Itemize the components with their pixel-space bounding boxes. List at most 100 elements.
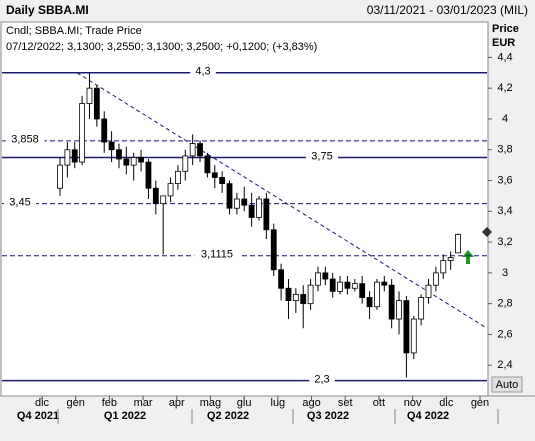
- candle-body: [366, 297, 373, 308]
- level-label: 3,1115: [201, 249, 233, 261]
- axis-unit: EUR: [492, 37, 515, 49]
- candle-body: [189, 143, 196, 157]
- level-label-bg: [309, 373, 335, 387]
- candle-body: [455, 233, 461, 254]
- candle-body: [64, 149, 71, 166]
- candle-body: [285, 287, 292, 301]
- candle-body: [204, 155, 211, 174]
- candle-body: [233, 198, 240, 209]
- y-tick-label: 2,8: [497, 298, 512, 310]
- x-tick-label: set: [338, 397, 353, 409]
- level-label-bg: [4, 196, 36, 210]
- candle-body: [292, 294, 299, 301]
- y-tick-label: 2,4: [497, 359, 512, 371]
- y-tick-label: 4,4: [497, 51, 512, 63]
- candle-body: [374, 281, 380, 308]
- y-tick-label: 4,2: [497, 82, 512, 94]
- quarter-label: Q2 2022: [207, 410, 249, 422]
- candle-body: [381, 281, 388, 286]
- y-tick-label: 3,4: [497, 205, 512, 217]
- candle-body: [116, 149, 122, 160]
- candle-body: [86, 87, 93, 104]
- x-tick-label: mag: [200, 397, 221, 409]
- trendline: [76, 72, 488, 329]
- y-tick-label: 3: [502, 267, 508, 279]
- y-tick-label: 3,8: [497, 144, 512, 156]
- quarter-label: Q4 2021: [17, 410, 59, 422]
- candle-body: [278, 269, 285, 289]
- quarter-label: Q4 2022: [407, 410, 449, 422]
- level-label: 3,858: [11, 134, 39, 146]
- level-label: 3,75: [311, 150, 332, 162]
- candle-body: [57, 164, 63, 189]
- legend: Cndl; SBBA.MI; Trade Price: [6, 25, 142, 37]
- up-arrow: [462, 250, 474, 264]
- candle-body: [175, 170, 181, 185]
- candle-body: [440, 260, 447, 274]
- level-label: 4,3: [195, 66, 210, 78]
- candle-body: [410, 318, 417, 354]
- x-tick-label: ago: [302, 397, 320, 409]
- candle-body: [130, 157, 137, 166]
- candle-body: [160, 195, 167, 205]
- candle-body: [101, 118, 108, 143]
- x-tick-label: apr: [169, 397, 185, 409]
- candle-body: [145, 161, 152, 189]
- date-range: 03/11/2021 - 03/01/2023 (MIL): [367, 3, 528, 17]
- x-tick-label: gen: [67, 397, 85, 409]
- candle-body: [351, 283, 358, 289]
- quarter-label: Q3 2022: [307, 410, 349, 422]
- candle-body: [167, 183, 174, 197]
- candle-body: [300, 294, 307, 305]
- candle-body: [425, 284, 432, 298]
- candle-body: [388, 284, 395, 320]
- candle-body: [182, 155, 189, 172]
- candle-body: [322, 272, 329, 280]
- candle-body: [344, 281, 351, 289]
- marker: [482, 227, 492, 237]
- x-tick-label: dic: [35, 397, 50, 409]
- candle-body: [197, 143, 203, 157]
- candle-body: [93, 87, 100, 120]
- candle-body: [248, 204, 255, 218]
- candle-body: [432, 272, 439, 286]
- x-tick-label: dic: [439, 397, 454, 409]
- candle-body: [307, 284, 314, 305]
- quarter-label: Q1 2022: [104, 410, 146, 422]
- candle-body: [241, 198, 248, 206]
- x-tick-label: ott: [373, 397, 385, 409]
- level-label-bg: [194, 248, 240, 262]
- candle-body: [447, 257, 454, 261]
- candle-body: [226, 183, 233, 209]
- y-tick-label: 3,2: [497, 236, 512, 248]
- candle-body: [256, 198, 262, 218]
- auto-label[interactable]: Auto: [496, 379, 519, 391]
- candle-body: [138, 157, 144, 163]
- title: Daily SBBA.MI: [6, 3, 89, 17]
- x-tick-label: gen: [471, 397, 489, 409]
- level-label: 3,45: [9, 197, 30, 209]
- candle-body: [263, 198, 270, 231]
- candle-body: [418, 297, 425, 320]
- candle-body: [123, 158, 130, 166]
- level-label-bg: [190, 65, 216, 79]
- candle-body: [152, 187, 159, 205]
- candle-body: [270, 229, 277, 271]
- candle-body: [329, 278, 336, 292]
- x-tick-label: giu: [237, 397, 252, 409]
- level-label: 2,3: [314, 374, 329, 386]
- y-tick-label: 3,6: [497, 174, 512, 186]
- candle-body: [219, 177, 226, 185]
- x-tick-label: lug: [271, 397, 286, 409]
- candle-body: [79, 103, 86, 163]
- candle-body: [71, 149, 78, 163]
- candle-body: [396, 300, 402, 320]
- candle-body: [337, 281, 343, 292]
- candle-body: [315, 272, 321, 286]
- candle-body: [211, 172, 218, 178]
- x-tick-label: feb: [102, 397, 117, 409]
- level-label-bg: [5, 133, 45, 147]
- candle-body: [403, 300, 410, 354]
- auto-button[interactable]: [491, 376, 523, 393]
